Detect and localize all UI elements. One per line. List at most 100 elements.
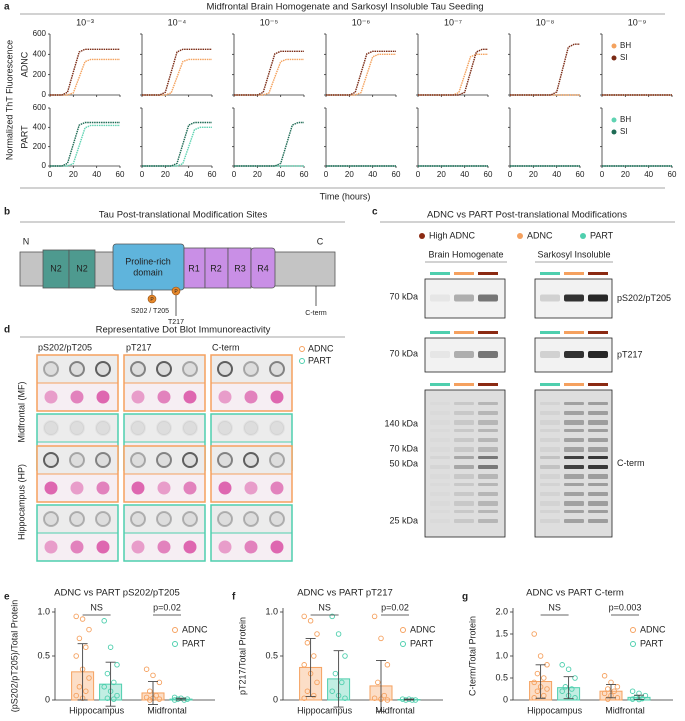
marker-label: 70 kDa (389, 443, 418, 453)
band (478, 429, 498, 432)
band (430, 519, 450, 523)
band (454, 429, 474, 432)
error-bar (634, 694, 644, 701)
lane-marker (454, 331, 474, 334)
data-point (562, 684, 569, 690)
band (540, 465, 560, 469)
row-label: ADNC (19, 51, 29, 77)
band (564, 411, 584, 415)
dot (43, 361, 59, 377)
lane-marker (588, 272, 608, 275)
dot (96, 540, 110, 554)
dot (44, 390, 58, 404)
data-point (156, 696, 163, 702)
significance-label: NS (90, 602, 103, 612)
error-bar (305, 637, 316, 697)
legend-label: ADNC (308, 343, 334, 353)
curve (418, 53, 488, 96)
data-point (384, 697, 391, 703)
marker-label: 140 kDa (384, 418, 418, 428)
curve (142, 126, 212, 167)
band (540, 510, 560, 513)
x-tick-label: 60 (208, 170, 217, 179)
error-bar (176, 697, 186, 701)
data-point (104, 695, 111, 701)
band (478, 438, 498, 442)
y-tick-label: 0.5 (495, 672, 508, 682)
domain-label: N2 (76, 263, 88, 273)
band (564, 429, 584, 432)
band (540, 351, 560, 358)
data-point (301, 613, 307, 620)
dot (270, 481, 284, 495)
dot (217, 511, 233, 527)
x-tick-label: 60 (576, 170, 585, 179)
band (430, 501, 450, 506)
data-point (79, 616, 86, 622)
band (540, 456, 560, 459)
column-label: 10⁻⁵ (260, 17, 279, 27)
y-axis-label: Normalized ThT Fluorescence (4, 40, 14, 160)
data-point (301, 662, 307, 668)
legend-label: ADNC (640, 624, 666, 634)
data-point (559, 662, 565, 668)
band (478, 510, 498, 513)
dot-row (124, 446, 205, 474)
legend-swatch (299, 358, 305, 364)
band (588, 465, 608, 469)
dot (69, 420, 85, 436)
band (588, 351, 608, 358)
dot-row (37, 505, 118, 533)
lane-marker (478, 383, 498, 386)
data-point (371, 613, 378, 620)
dot (218, 390, 232, 404)
panel-title: Representative Dot Blot Immunoreactivity (96, 325, 271, 336)
band (540, 438, 560, 442)
legend-label: SI (620, 53, 628, 62)
data-point (384, 662, 391, 668)
band (588, 447, 608, 452)
data-point (608, 679, 614, 686)
band (454, 420, 474, 425)
band (454, 465, 474, 469)
data-point (150, 672, 156, 679)
band (564, 483, 584, 486)
dot (270, 390, 284, 404)
dot (217, 420, 233, 436)
band (454, 294, 474, 302)
dot (244, 390, 258, 404)
chart-title: ADNC vs PART pS202/pT205 (54, 588, 180, 599)
curve (234, 50, 304, 96)
fraction-label: Brain Homogenate (428, 249, 503, 259)
data-point (147, 697, 153, 703)
band (454, 402, 474, 405)
site-label: T217 (168, 319, 184, 326)
axis (325, 108, 396, 167)
legend-label: BH (620, 41, 631, 50)
y-tick-label: 0.5 (37, 650, 50, 660)
panel-letter: f (232, 592, 236, 603)
legend-swatch (611, 55, 617, 61)
data-point (639, 695, 645, 702)
curve (50, 121, 120, 167)
legend-label: ADNC (527, 230, 553, 240)
dot (70, 540, 84, 554)
band (478, 456, 498, 459)
error-bar (376, 659, 386, 712)
band (454, 510, 474, 513)
y-tick-label: 2.0 (495, 606, 508, 616)
band (430, 402, 450, 405)
dot (156, 452, 172, 468)
band (588, 411, 608, 415)
data-point (73, 653, 79, 659)
data-point (301, 695, 307, 701)
lane-marker (540, 331, 560, 334)
data-point (311, 653, 317, 659)
band (478, 483, 498, 486)
x-axis-label: Time (hours) (320, 191, 371, 201)
error-bar (333, 650, 344, 708)
band (588, 483, 608, 486)
dot (183, 540, 197, 554)
band (564, 447, 584, 452)
